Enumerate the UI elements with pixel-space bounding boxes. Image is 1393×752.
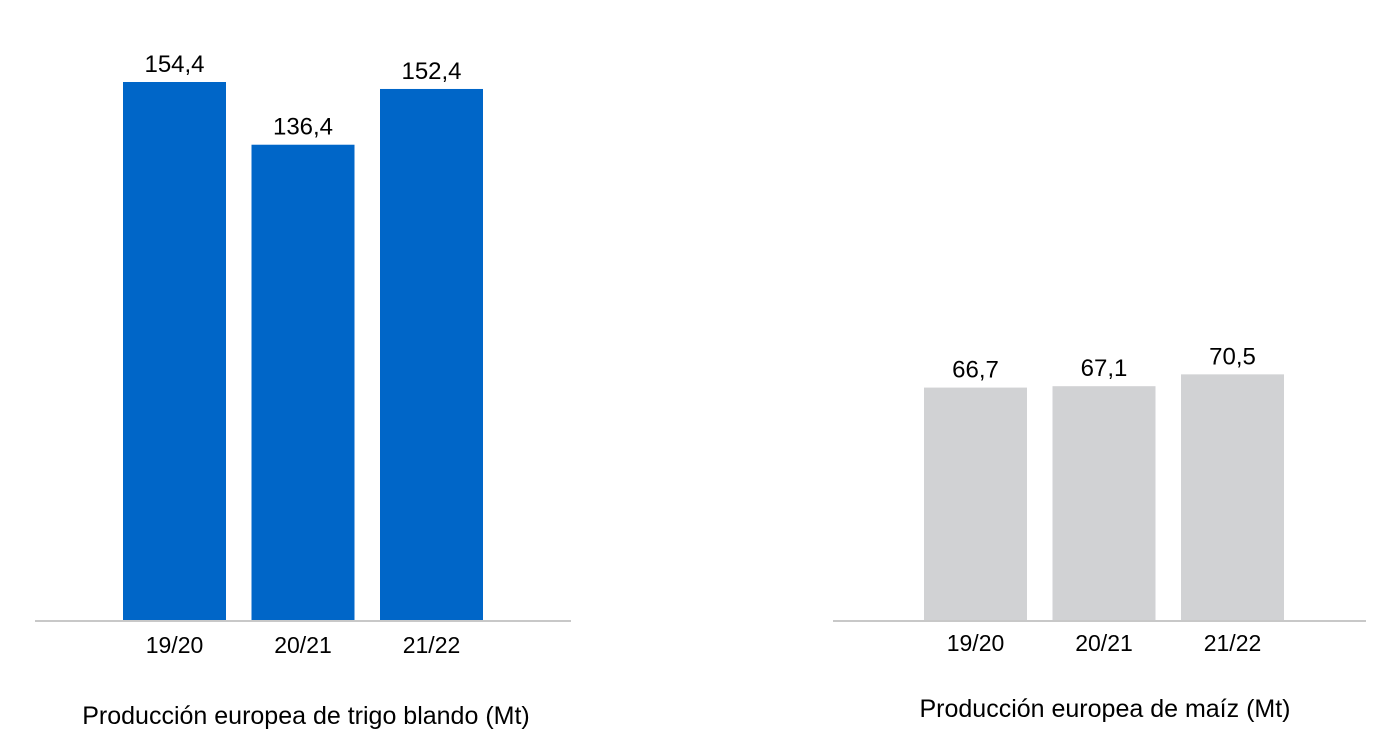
maize-production-chart: 66,7 19/20 67,1 20/21 70,5 21/22 Producción eu… [833,343,1366,723]
wheat-production-chart: 154,4 19/20 136,4 20/21 152,4 21/22 Producción… [35,51,571,730]
wheat-bar-21-22 [380,88,483,620]
maize-tick-label: 19/20 [947,630,1005,656]
wheat-tick-label: 20/21 [274,632,332,658]
wheat-tick-label: 19/20 [146,632,204,658]
wheat-value-label: 154,4 [144,51,204,78]
maize-bar-21-22 [1181,374,1284,620]
wheat-bar-19-20 [123,82,226,620]
maize-tick-label: 21/22 [1204,630,1262,656]
maize-value-label: 67,1 [1081,355,1128,382]
maize-value-label: 66,7 [952,357,999,384]
wheat-bar-20-21 [251,144,355,620]
maize-tick-label: 20/21 [1075,630,1133,656]
wheat-value-label: 136,4 [273,114,333,141]
maize-chart-title: Producción europea de maíz (Mt) [919,695,1290,723]
wheat-value-label: 152,4 [401,58,461,85]
maize-bar-19-20 [924,387,1027,620]
wheat-chart-title: Producción europea de trigo blando (Mt) [82,702,530,730]
wheat-tick-label: 21/22 [403,632,461,658]
maize-value-label: 70,5 [1209,343,1256,370]
maize-bar-20-21 [1052,386,1156,620]
